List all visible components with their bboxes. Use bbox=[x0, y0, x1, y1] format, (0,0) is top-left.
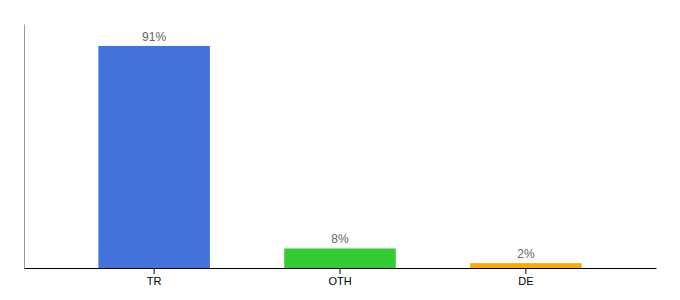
y-axis-line bbox=[24, 25, 25, 269]
data-label: 8% bbox=[331, 232, 349, 246]
x-tick-label: TR bbox=[147, 275, 162, 287]
data-labels: 91% 8% 2% bbox=[142, 30, 535, 261]
bars bbox=[98, 46, 581, 268]
x-tick: OTH bbox=[328, 268, 351, 287]
bar bbox=[470, 263, 582, 268]
y-axis bbox=[24, 25, 25, 269]
x-tick-mark bbox=[525, 268, 526, 274]
chart-svg: TR OTH DE 91% 8% 2% bbox=[0, 0, 680, 300]
x-tick: TR bbox=[147, 268, 162, 287]
x-axis: TR OTH DE bbox=[25, 268, 657, 287]
data-label: 91% bbox=[142, 30, 166, 44]
bar bbox=[284, 248, 396, 268]
x-tick: DE bbox=[518, 268, 533, 287]
x-tick-label: DE bbox=[518, 275, 533, 287]
x-tick-label: OTH bbox=[328, 275, 351, 287]
bar bbox=[98, 46, 210, 268]
data-label: 2% bbox=[517, 247, 535, 261]
plot-area: TR OTH DE 91% 8% 2% bbox=[25, 25, 657, 287]
chart-container: TR OTH DE 91% 8% 2% bbox=[0, 0, 680, 300]
x-tick-mark bbox=[340, 268, 341, 274]
x-tick-mark bbox=[154, 268, 155, 274]
